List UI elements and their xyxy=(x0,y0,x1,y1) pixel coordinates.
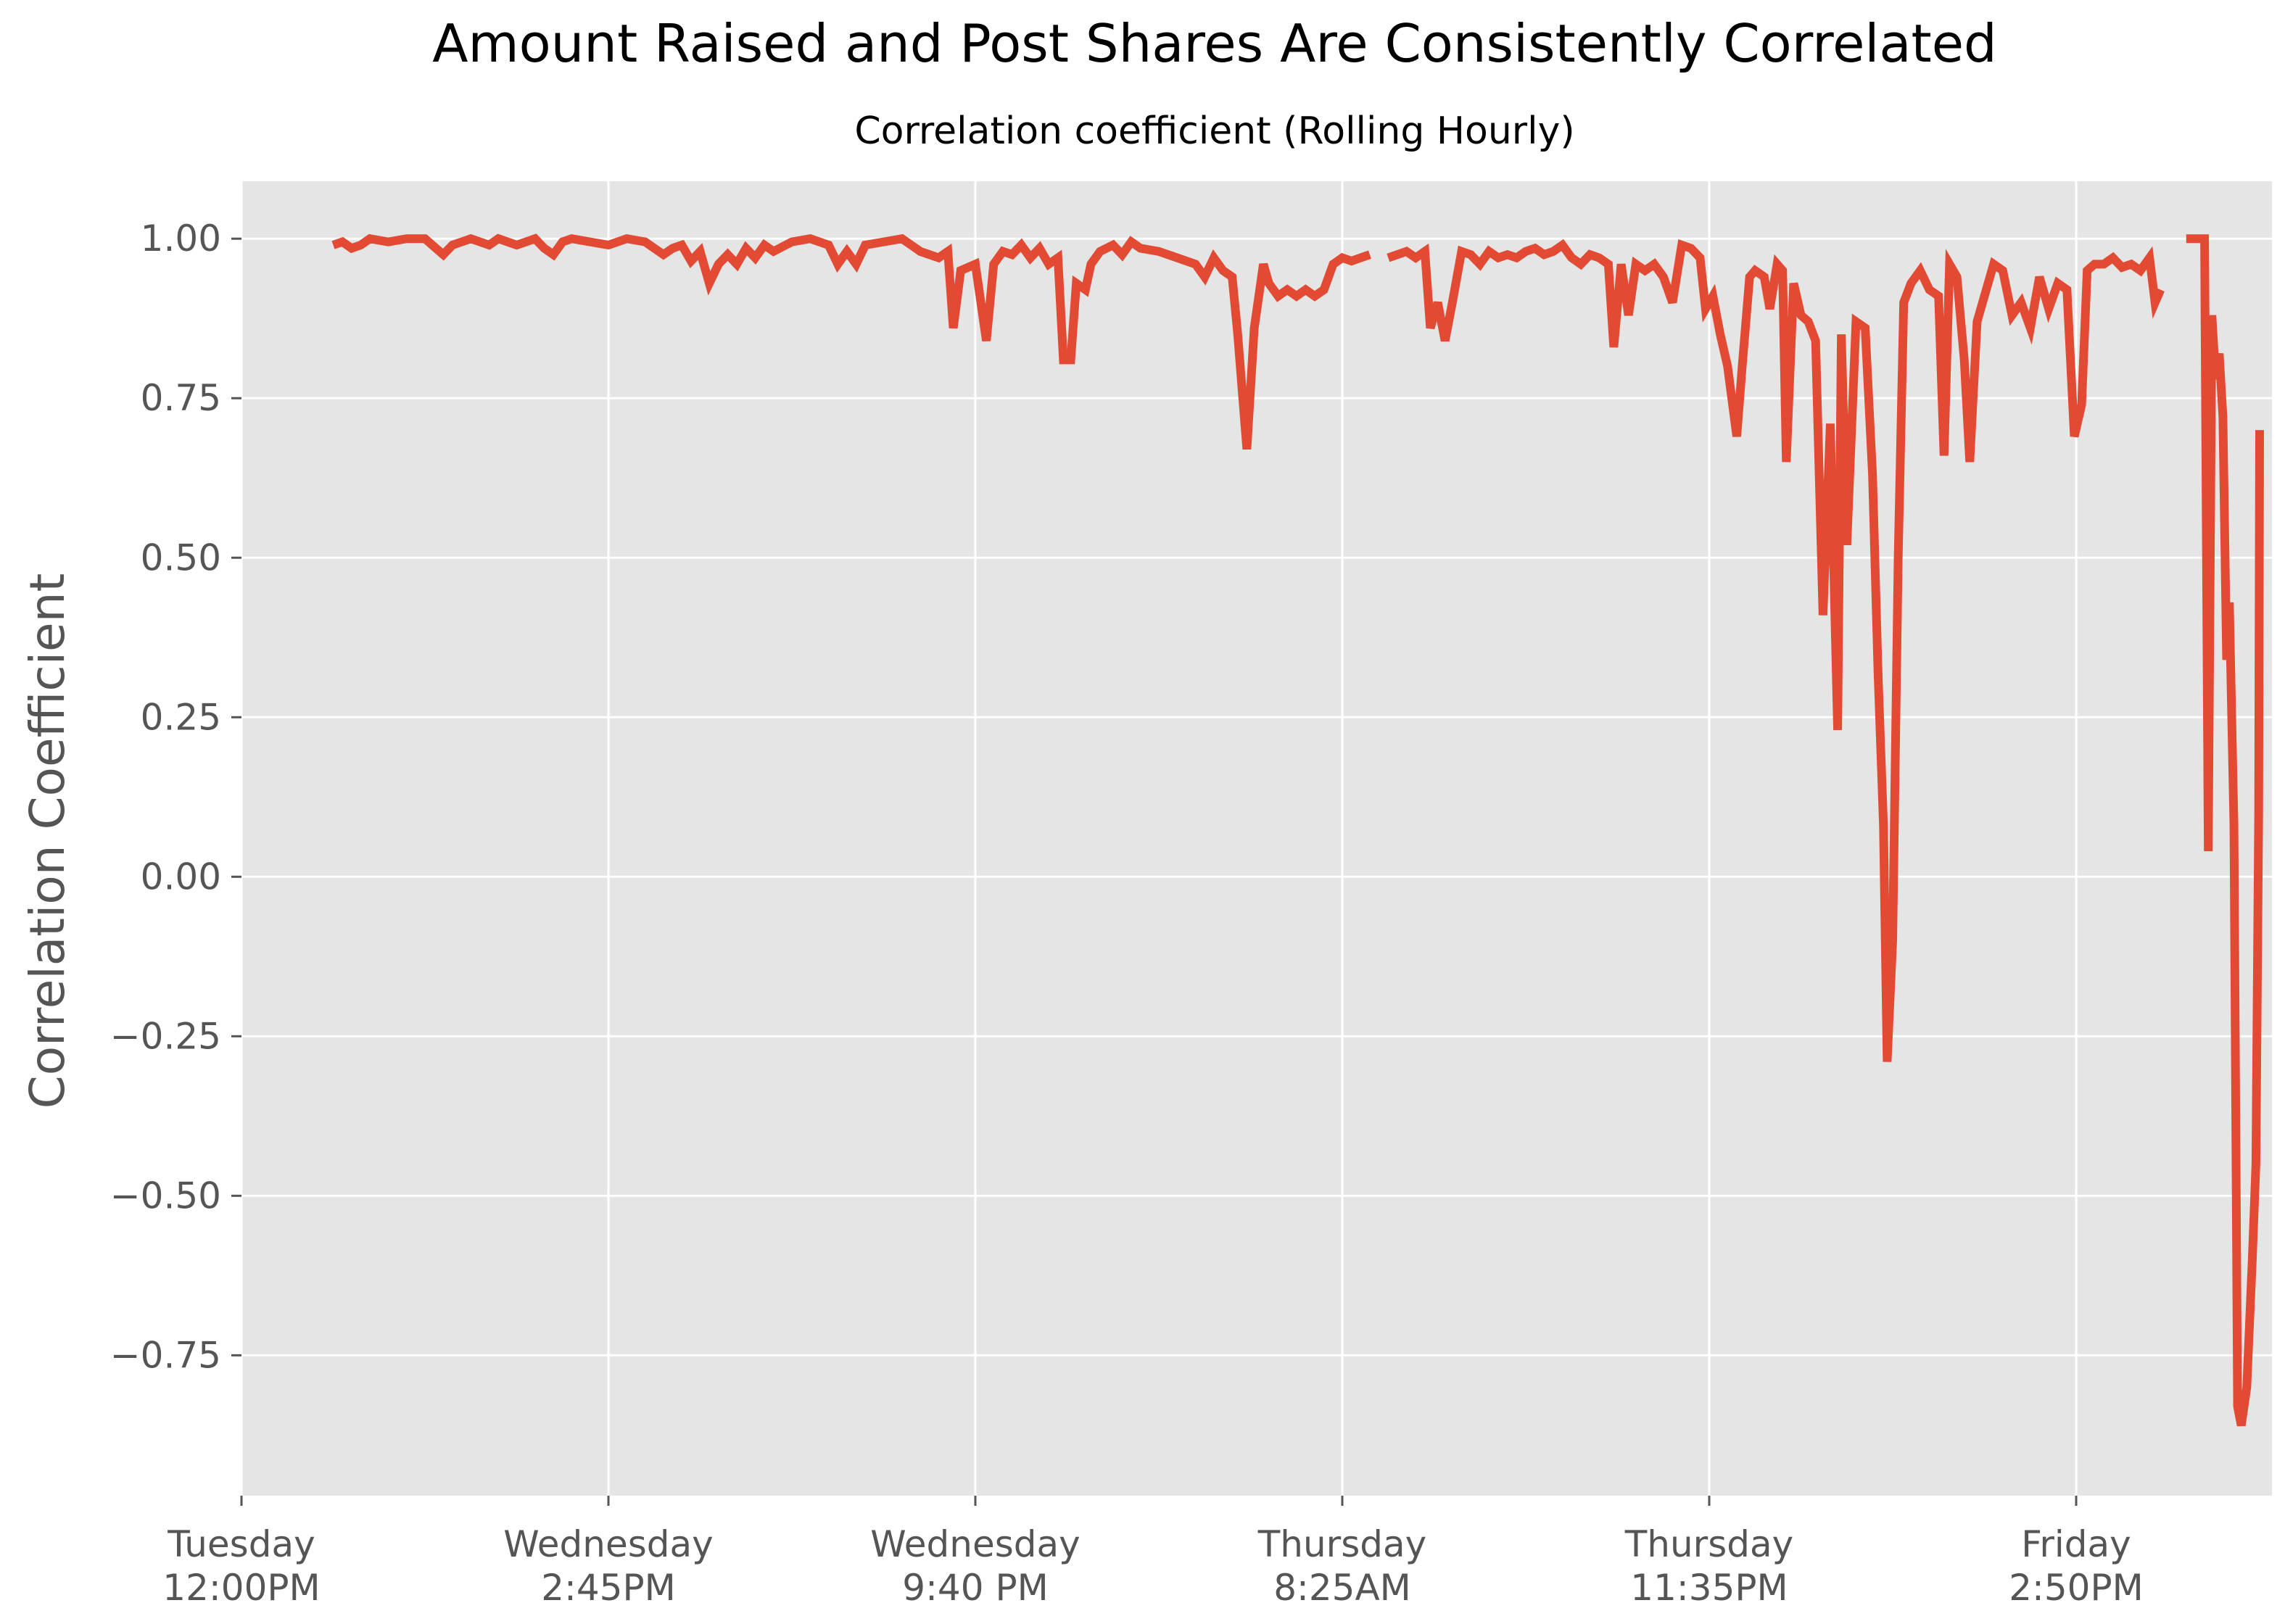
x-tick-label-time: 2:45PM xyxy=(541,1567,676,1609)
plot-area xyxy=(241,181,2272,1496)
y-tick-label: 0.00 xyxy=(141,856,221,898)
series-segment-2 xyxy=(1387,239,2165,1062)
x-tick-label-day: Wednesday xyxy=(503,1523,713,1565)
y-tick-label: 0.50 xyxy=(141,536,221,579)
x-tick-label-day: Thursday xyxy=(1257,1523,1427,1565)
series-segment-3 xyxy=(2186,234,2264,1427)
x-tick-label-day: Tuesday xyxy=(167,1523,315,1565)
x-tick-label-time: 12:00PM xyxy=(162,1567,320,1609)
series-line xyxy=(331,233,2264,1427)
y-tick-label: 0.25 xyxy=(141,696,221,738)
x-tick-label-time: 11:35PM xyxy=(1630,1567,1788,1609)
y-tick-label: −0.25 xyxy=(110,1015,221,1057)
grid-lines xyxy=(240,181,2272,1496)
y-axis-label: Correlation Coefficient xyxy=(20,573,75,1109)
x-tick-label-time: 8:25AM xyxy=(1273,1567,1411,1609)
chart-subtitle: Correlation coefficient (Rolling Hourly) xyxy=(854,109,1574,153)
x-tick-label-time: 9:40 PM xyxy=(902,1567,1048,1609)
x-tick-label-day: Friday xyxy=(2021,1523,2131,1565)
x-tick-label-time: 2:50PM xyxy=(2009,1567,2144,1609)
y-tick-label: 0.75 xyxy=(141,377,221,419)
x-tick-label-day: Thursday xyxy=(1624,1523,1794,1565)
series-segment-1 xyxy=(331,233,1371,450)
y-tick-label: −0.75 xyxy=(110,1334,221,1376)
y-axis-ticks: 1.00 0.75 0.50 0.25 0.00 −0.25 −0.50 −0.75 xyxy=(110,218,241,1376)
chart-title: Amount Raised and Post Shares Are Consis… xyxy=(432,13,1997,74)
x-tick-label-day: Wednesday xyxy=(870,1523,1080,1565)
y-tick-label: 1.00 xyxy=(141,218,221,260)
x-axis-ticks: Tuesday12:00PMWednesday2:45PMWednesday9:… xyxy=(162,1496,2144,1609)
y-tick-label: −0.50 xyxy=(110,1174,221,1217)
